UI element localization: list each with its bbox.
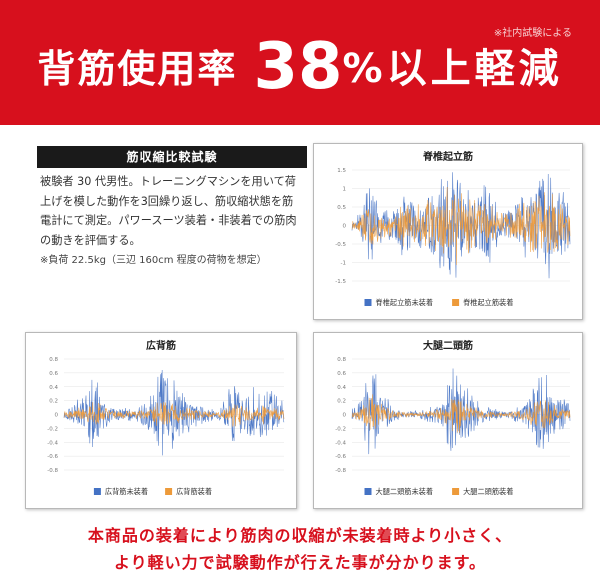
conclusion-text: 本商品の装着により筋肉の収縮が未装着時より小さく、 より軽い力で試験動作が行えた…: [0, 522, 600, 576]
headline-tail: %以上軽減: [342, 46, 563, 92]
y-tick-label: -0.2: [47, 426, 58, 432]
y-tick-label: 0.5: [337, 205, 346, 211]
conclusion-line-2: より軽い力で試験動作が行えた事が分かります。: [113, 553, 487, 572]
y-tick-label: 0.4: [337, 385, 346, 391]
y-tick-label: -1: [341, 261, 346, 267]
series-line-2: [351, 394, 571, 434]
legend-label: 広背筋装着: [176, 487, 212, 496]
chart-panel-erector-spinae: 脊椎起立筋 1.5 1 0.5 0 -0.5 -1 -1.5 脊椎起立筋未装着 脊椎起立筋装着: [313, 143, 583, 320]
y-tick-label: -0.2: [335, 426, 346, 432]
legend-swatch: [165, 488, 173, 495]
y-tick-label: 0.4: [49, 385, 58, 391]
y-tick-label: -0.8: [335, 468, 346, 474]
test-load-note: ※負荷 22.5kg（三辺 160cm 程度の荷物を想定）: [40, 255, 267, 266]
y-tick-label: 0: [55, 413, 59, 419]
legend-swatch: [364, 299, 372, 306]
legend-swatch: [93, 488, 101, 495]
series-line-2: [351, 186, 571, 266]
legend-label: 脊椎起立筋未装着: [376, 298, 434, 307]
y-tick-label: 0.2: [49, 399, 58, 405]
headline-lead: 背筋使用率: [37, 47, 238, 91]
chart-panel-biceps-femoris: 大腿二頭筋 0.8 0.6 0.4 0.2 0 -0.2 -0.4 -0.6 -0.8 大腿二頭筋未…: [313, 332, 583, 509]
banner-headline: 背筋使用率 38%以上軽減: [0, 30, 600, 104]
y-tick-label: -0.6: [335, 454, 346, 460]
y-tick-label: -1.5: [335, 279, 346, 285]
y-tick-label: 1.5: [337, 168, 346, 174]
legend-label: 大腿二頭筋未装着: [376, 487, 434, 496]
y-tick-label: 0: [343, 413, 347, 419]
y-tick-label: -0.4: [47, 440, 58, 446]
y-tick-label: 0.8: [337, 357, 346, 363]
y-tick-label: 0: [343, 224, 347, 230]
test-description: 被験者 30 代男性。トレーニングマシンを用いて荷上げを模した動作を3回繰り返し…: [40, 172, 302, 271]
y-tick-label: -0.5: [335, 242, 346, 248]
test-heading: 筋収縮比較試験: [37, 146, 307, 168]
legend-label: 広背筋未装着: [105, 487, 148, 496]
chart-title: 広背筋: [146, 339, 176, 352]
chart-biceps-femoris: 大腿二頭筋 0.8 0.6 0.4 0.2 0 -0.2 -0.4 -0.6 -0.8 大腿二頭筋未…: [335, 339, 571, 496]
legend-swatch: [452, 488, 460, 495]
series-line-1: [351, 368, 571, 455]
series-line-1: [63, 370, 285, 456]
y-tick-label: 0.8: [49, 357, 58, 363]
y-tick-label: 0.6: [49, 371, 58, 377]
chart-latissimus: 広背筋 0.8 0.6 0.4 0.2 0 -0.2 -0.4 -0.6 -0.8 広背筋未装着 広背…: [47, 339, 285, 496]
conclusion-line-1: 本商品の装着により筋肉の収縮が未装着時より小さく、: [87, 526, 513, 545]
y-tick-label: -0.8: [47, 468, 58, 474]
headline-value: 38: [253, 30, 343, 104]
banner-footnote: ※社内試験による: [493, 28, 572, 39]
chart-panel-latissimus: 広背筋 0.8 0.6 0.4 0.2 0 -0.2 -0.4 -0.6 -0.8 広背筋未装着 広背…: [25, 332, 297, 509]
legend-label: 脊椎起立筋装着: [463, 298, 513, 307]
chart-title: 大腿二頭筋: [423, 339, 473, 352]
chart-title: 脊椎起立筋: [422, 150, 473, 163]
chart-erector-spinae: 脊椎起立筋 1.5 1 0.5 0 -0.5 -1 -1.5 脊椎起立筋未装着 脊椎起立筋装着: [335, 150, 571, 307]
y-tick-label: 1: [343, 187, 347, 193]
hero-banner: ※社内試験による 背筋使用率 38%以上軽減: [0, 0, 600, 125]
y-tick-label: 0.6: [337, 371, 346, 377]
y-tick-label: -0.6: [47, 454, 58, 460]
y-tick-label: -0.4: [335, 440, 346, 446]
legend-swatch: [452, 299, 460, 306]
y-tick-label: 0.2: [337, 399, 346, 405]
legend-swatch: [364, 488, 372, 495]
test-description-text: 被験者 30 代男性。トレーニングマシンを用いて荷上げを模した動作を3回繰り返し…: [40, 175, 297, 247]
series-line-2: [63, 402, 285, 427]
legend-label: 大腿二頭筋装着: [463, 487, 513, 496]
